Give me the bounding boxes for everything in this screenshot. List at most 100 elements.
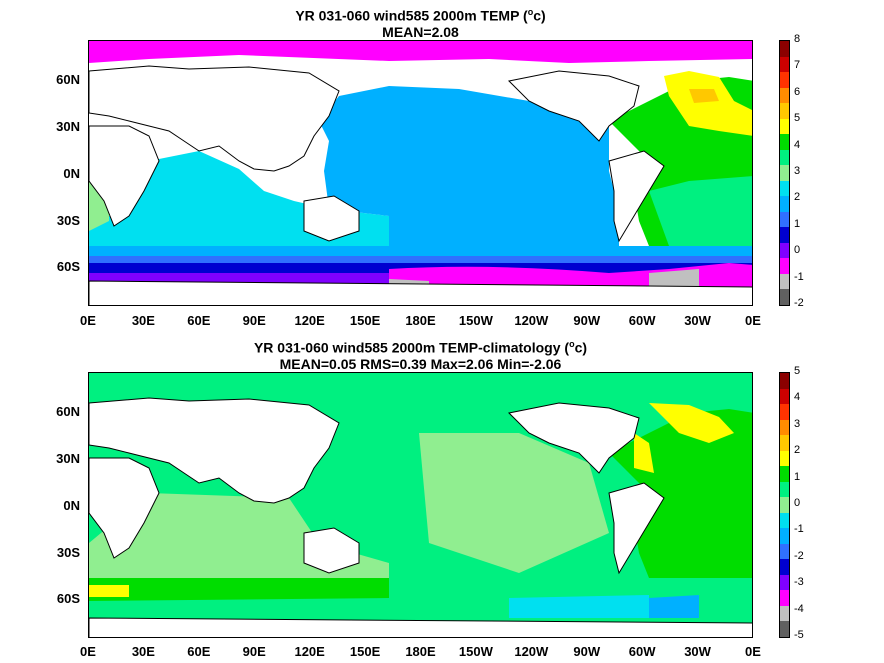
bottom-colorbar-tick-label: -5: [794, 629, 804, 641]
bottom-colorbar-tick-label: -2: [794, 549, 804, 562]
top-map-title: YR 031-060 wind585 2000m TEMP (oc) MEAN=…: [88, 4, 753, 40]
top-arctic-magenta: [89, 41, 752, 63]
bottom-map-title: YR 031-060 wind585 2000m TEMP-climatolog…: [88, 336, 753, 372]
bottom-lon-label: 60E: [187, 644, 211, 659]
top-pacific-ocean: [319, 86, 619, 246]
top-colorbar-tick-label: 1: [794, 217, 801, 230]
top-lon-label: 150E: [349, 313, 381, 328]
bottom-map-svg: [89, 373, 752, 637]
bottom-gulf-yellow: [634, 433, 654, 473]
top-colorbar-segment: [780, 242, 789, 259]
top-australia: [303, 195, 360, 242]
bottom-colorbar-tick-label: 4: [794, 391, 801, 404]
bottom-map-panel: [88, 372, 753, 638]
bottom-southern-blue: [649, 595, 699, 618]
bottom-lat-label-30n: 30N: [56, 451, 80, 466]
top-eurasia: [89, 65, 340, 172]
bottom-colorbar: [779, 372, 790, 638]
top-colorbar-tick-label: 5: [794, 112, 801, 125]
bottom-southern-yellow: [89, 585, 129, 597]
bottom-colorbar-segment: [780, 404, 789, 421]
bottom-antarctica: [89, 617, 752, 637]
bottom-colorbar-segment: [780, 466, 789, 483]
top-lon-label: 30W: [684, 313, 711, 328]
bottom-colorbar-tick-label: -4: [794, 602, 804, 615]
top-colorbar-segment: [780, 72, 789, 89]
bottom-title-stats: MEAN=0.05 RMS=0.39 Max=2.06 Min=-2.06: [279, 355, 562, 372]
top-lon-label: 180E: [405, 313, 436, 328]
bottom-australia: [303, 527, 360, 574]
bottom-continents: [89, 397, 752, 637]
top-colorbar-segment: [780, 258, 789, 275]
bottom-atlantic-yellow: [649, 403, 734, 443]
bottom-south-america: [608, 482, 665, 575]
top-band-southern-mid: [89, 256, 752, 266]
top-colorbar-tick-label: 2: [794, 191, 801, 204]
bottom-colorbar-tick-label: -3: [794, 576, 804, 589]
bottom-title-line1-end: c): [574, 339, 588, 356]
top-lat-label-0n: 0N: [63, 166, 80, 181]
top-colorbar-segment: [780, 149, 789, 166]
top-colorbar-tick-label: 7: [794, 59, 801, 72]
top-atlantic-yellow: [664, 71, 752, 136]
bottom-colorbar-segment: [780, 512, 789, 529]
bottom-lon-label: 0E: [745, 644, 761, 659]
bottom-colorbar-segment: [780, 435, 789, 452]
bottom-colorbar-tick-label: -1: [794, 523, 804, 536]
top-colorbar-segment: [780, 180, 789, 197]
top-map-svg: [89, 41, 752, 305]
bottom-pacific-light: [419, 433, 609, 573]
bottom-colorbar-segment: [780, 419, 789, 436]
top-lat-label-60n: 60N: [56, 72, 80, 87]
bottom-lon-label: 180E: [405, 644, 436, 659]
bottom-arctic: [89, 373, 752, 395]
top-colorbar-tick-label: 0: [794, 244, 801, 257]
bottom-title-line1: YR 031-060 wind585 2000m TEMP-climatolog…: [253, 339, 570, 356]
top-lon-label: 60W: [628, 313, 656, 328]
top-weddell-grey: [649, 269, 699, 289]
bottom-colorbar-segment: [780, 590, 789, 607]
top-lon-label: 90W: [573, 313, 601, 328]
bottom-eurasia: [89, 397, 340, 504]
top-antarctica: [89, 280, 752, 305]
top-south-america: [608, 150, 665, 243]
top-colorbar-segment: [780, 103, 789, 120]
top-colorbar: [779, 40, 790, 306]
top-title-line1-end: c): [533, 7, 546, 24]
bottom-north-america: [507, 402, 640, 474]
top-title-sup: o: [527, 7, 534, 17]
top-atlantic-orange: [689, 89, 719, 103]
top-colorbar-segment: [780, 41, 789, 58]
top-title-mean: MEAN=2.08: [382, 23, 459, 40]
top-colorbar-segment: [780, 118, 789, 135]
bottom-colorbar-segment: [780, 388, 789, 405]
top-lon-label: 0E: [745, 313, 761, 328]
bottom-lon-label: 60W: [628, 644, 656, 659]
bottom-title-sup: o: [569, 339, 575, 349]
top-continents: [89, 65, 752, 305]
top-map-panel: [88, 40, 753, 306]
bottom-lon-label: 90W: [573, 644, 601, 659]
bottom-colorbar-segment: [780, 497, 789, 514]
top-lon-label: 120E: [294, 313, 325, 328]
bottom-colorbar-segment: [780, 528, 789, 545]
bottom-colorbar-tick-label: 5: [794, 365, 801, 377]
bottom-lon-label: 90E: [242, 644, 266, 659]
bottom-colorbar-tick-label: 0: [794, 497, 801, 509]
top-title-line1: YR 031-060 wind585 2000m TEMP (: [295, 7, 528, 24]
top-lat-label-60s: 60S: [56, 259, 80, 274]
top-colorbar-segment: [780, 289, 789, 306]
top-colorbar-segment: [780, 211, 789, 228]
top-colorbar-segment: [780, 134, 789, 151]
bottom-lon-label: 30E: [131, 644, 155, 659]
top-africa: [89, 125, 160, 227]
bottom-lon-label: 30W: [684, 644, 711, 659]
bottom-colorbar-segment: [780, 373, 789, 390]
bottom-southern-cyan: [509, 595, 649, 618]
bottom-lon-label: 120W: [514, 644, 549, 659]
bottom-colorbar-tick-label: 2: [794, 444, 801, 457]
top-colorbar-tick-label: 8: [794, 33, 801, 45]
bottom-lon-label: 150W: [458, 644, 493, 659]
top-colorbar-tick-label: -2: [794, 297, 804, 309]
bottom-colorbar-segment: [780, 543, 789, 560]
